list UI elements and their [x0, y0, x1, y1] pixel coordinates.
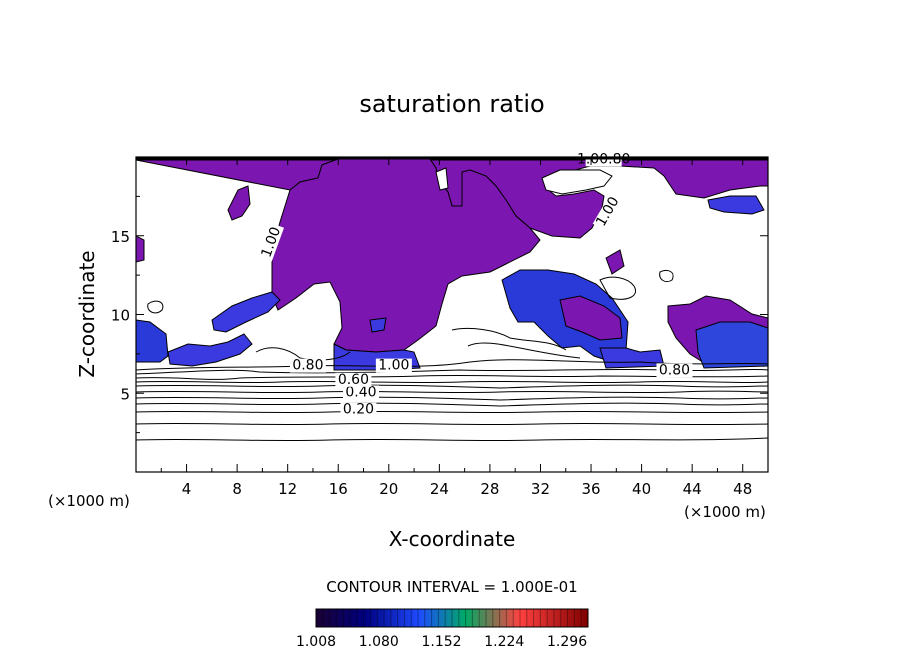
purple-patch-right	[559, 295, 623, 341]
colorbar-tick-label: 1.080	[359, 634, 399, 650]
colorbar-tick-label: 1.296	[547, 634, 587, 650]
contour-lines	[136, 269, 768, 442]
contour-label-bg	[335, 372, 372, 387]
colorbar-tick-label: 1.224	[484, 634, 524, 650]
contour-line	[136, 374, 768, 380]
contour-label-bg	[656, 363, 693, 378]
contour-line	[147, 300, 164, 314]
contour-label-bg	[258, 222, 285, 262]
contour-label: 0.20	[343, 402, 374, 418]
contour-label-bg	[592, 192, 623, 231]
x-tick-label: 4	[182, 480, 192, 498]
contour-line	[136, 380, 768, 384]
contour-label: 0.60	[338, 372, 369, 388]
x-tick-label: 20	[379, 480, 398, 498]
contour-label-bg	[340, 402, 377, 417]
blue-patch-farright	[695, 321, 768, 369]
purple-patch-upper-right	[605, 249, 625, 275]
contour-line	[451, 327, 567, 351]
filled-regions	[136, 158, 768, 371]
contour-label-bg	[289, 358, 326, 373]
contour-label: 1.00	[378, 358, 409, 374]
x-tick-label: 44	[683, 480, 702, 498]
x-tick-label: 36	[581, 480, 600, 498]
purple-patch-edge	[136, 235, 145, 263]
z-unit-label: (×1000 m)	[48, 492, 130, 510]
x-tick-label: 40	[632, 480, 651, 498]
z-axis-label: Z-coordinate	[75, 250, 99, 377]
contour-label-bg	[342, 385, 379, 400]
x-tick-label: 48	[733, 480, 752, 498]
unsaturated-hole	[541, 169, 613, 195]
contour-line	[659, 269, 674, 283]
z-tick-label: 15	[111, 228, 130, 246]
contour-label-bg	[375, 358, 412, 373]
contour-line	[599, 276, 636, 300]
unsaturated-hole-small	[435, 167, 449, 191]
blue-patch-leftupper	[211, 291, 281, 333]
contour-label: 0.80	[659, 362, 690, 378]
blue-patch-leftmid	[167, 333, 253, 367]
contour-line	[467, 342, 581, 359]
contour-label: 0.40	[345, 384, 376, 400]
contour-line	[136, 410, 768, 414]
x-tick-label: 24	[430, 480, 449, 498]
contour-line	[136, 402, 768, 407]
colorbar-stripes	[322, 609, 582, 627]
contour-line	[136, 422, 768, 426]
contour-line	[136, 384, 768, 389]
contour-interval-text: CONTOUR INTERVAL = 1.000E-01	[326, 578, 577, 596]
z-tick-label: 10	[111, 307, 130, 325]
z-axis-ticks: 5 10 15	[111, 195, 768, 434]
purple-patch-small	[227, 185, 251, 221]
x-tick-label: 8	[232, 480, 242, 498]
colorbar-tick-labels: 1.008 1.080 1.152 1.224 1.296	[296, 634, 587, 650]
x-axis-label: X-coordinate	[389, 527, 516, 551]
x-tick-label: 12	[278, 480, 297, 498]
colorbar-tick-label: 1.152	[421, 634, 461, 650]
contour-line	[136, 390, 768, 394]
blue-patch-mid	[369, 317, 387, 333]
blue-patch-center-right	[599, 347, 665, 369]
blue-patch-topright	[707, 195, 765, 215]
colorbar	[315, 608, 589, 628]
x-unit-label: (×1000 m)	[684, 503, 766, 521]
z-tick-label: 5	[120, 385, 130, 403]
colorbar-tick-label: 1.008	[296, 634, 336, 650]
contour-line	[136, 437, 768, 442]
blue-patch-left	[136, 319, 169, 363]
x-tick-label: 16	[329, 480, 348, 498]
x-tick-label: 28	[480, 480, 499, 498]
contour-label: 0.80	[292, 358, 323, 374]
contour-line	[255, 347, 351, 361]
x-tick-label: 32	[531, 480, 550, 498]
contour-line	[136, 396, 768, 401]
chart-title: saturation ratio	[359, 90, 544, 118]
x-axis-ticks: 4 8 12 16 20 24 28 32 36 40 44 48	[160, 157, 752, 498]
